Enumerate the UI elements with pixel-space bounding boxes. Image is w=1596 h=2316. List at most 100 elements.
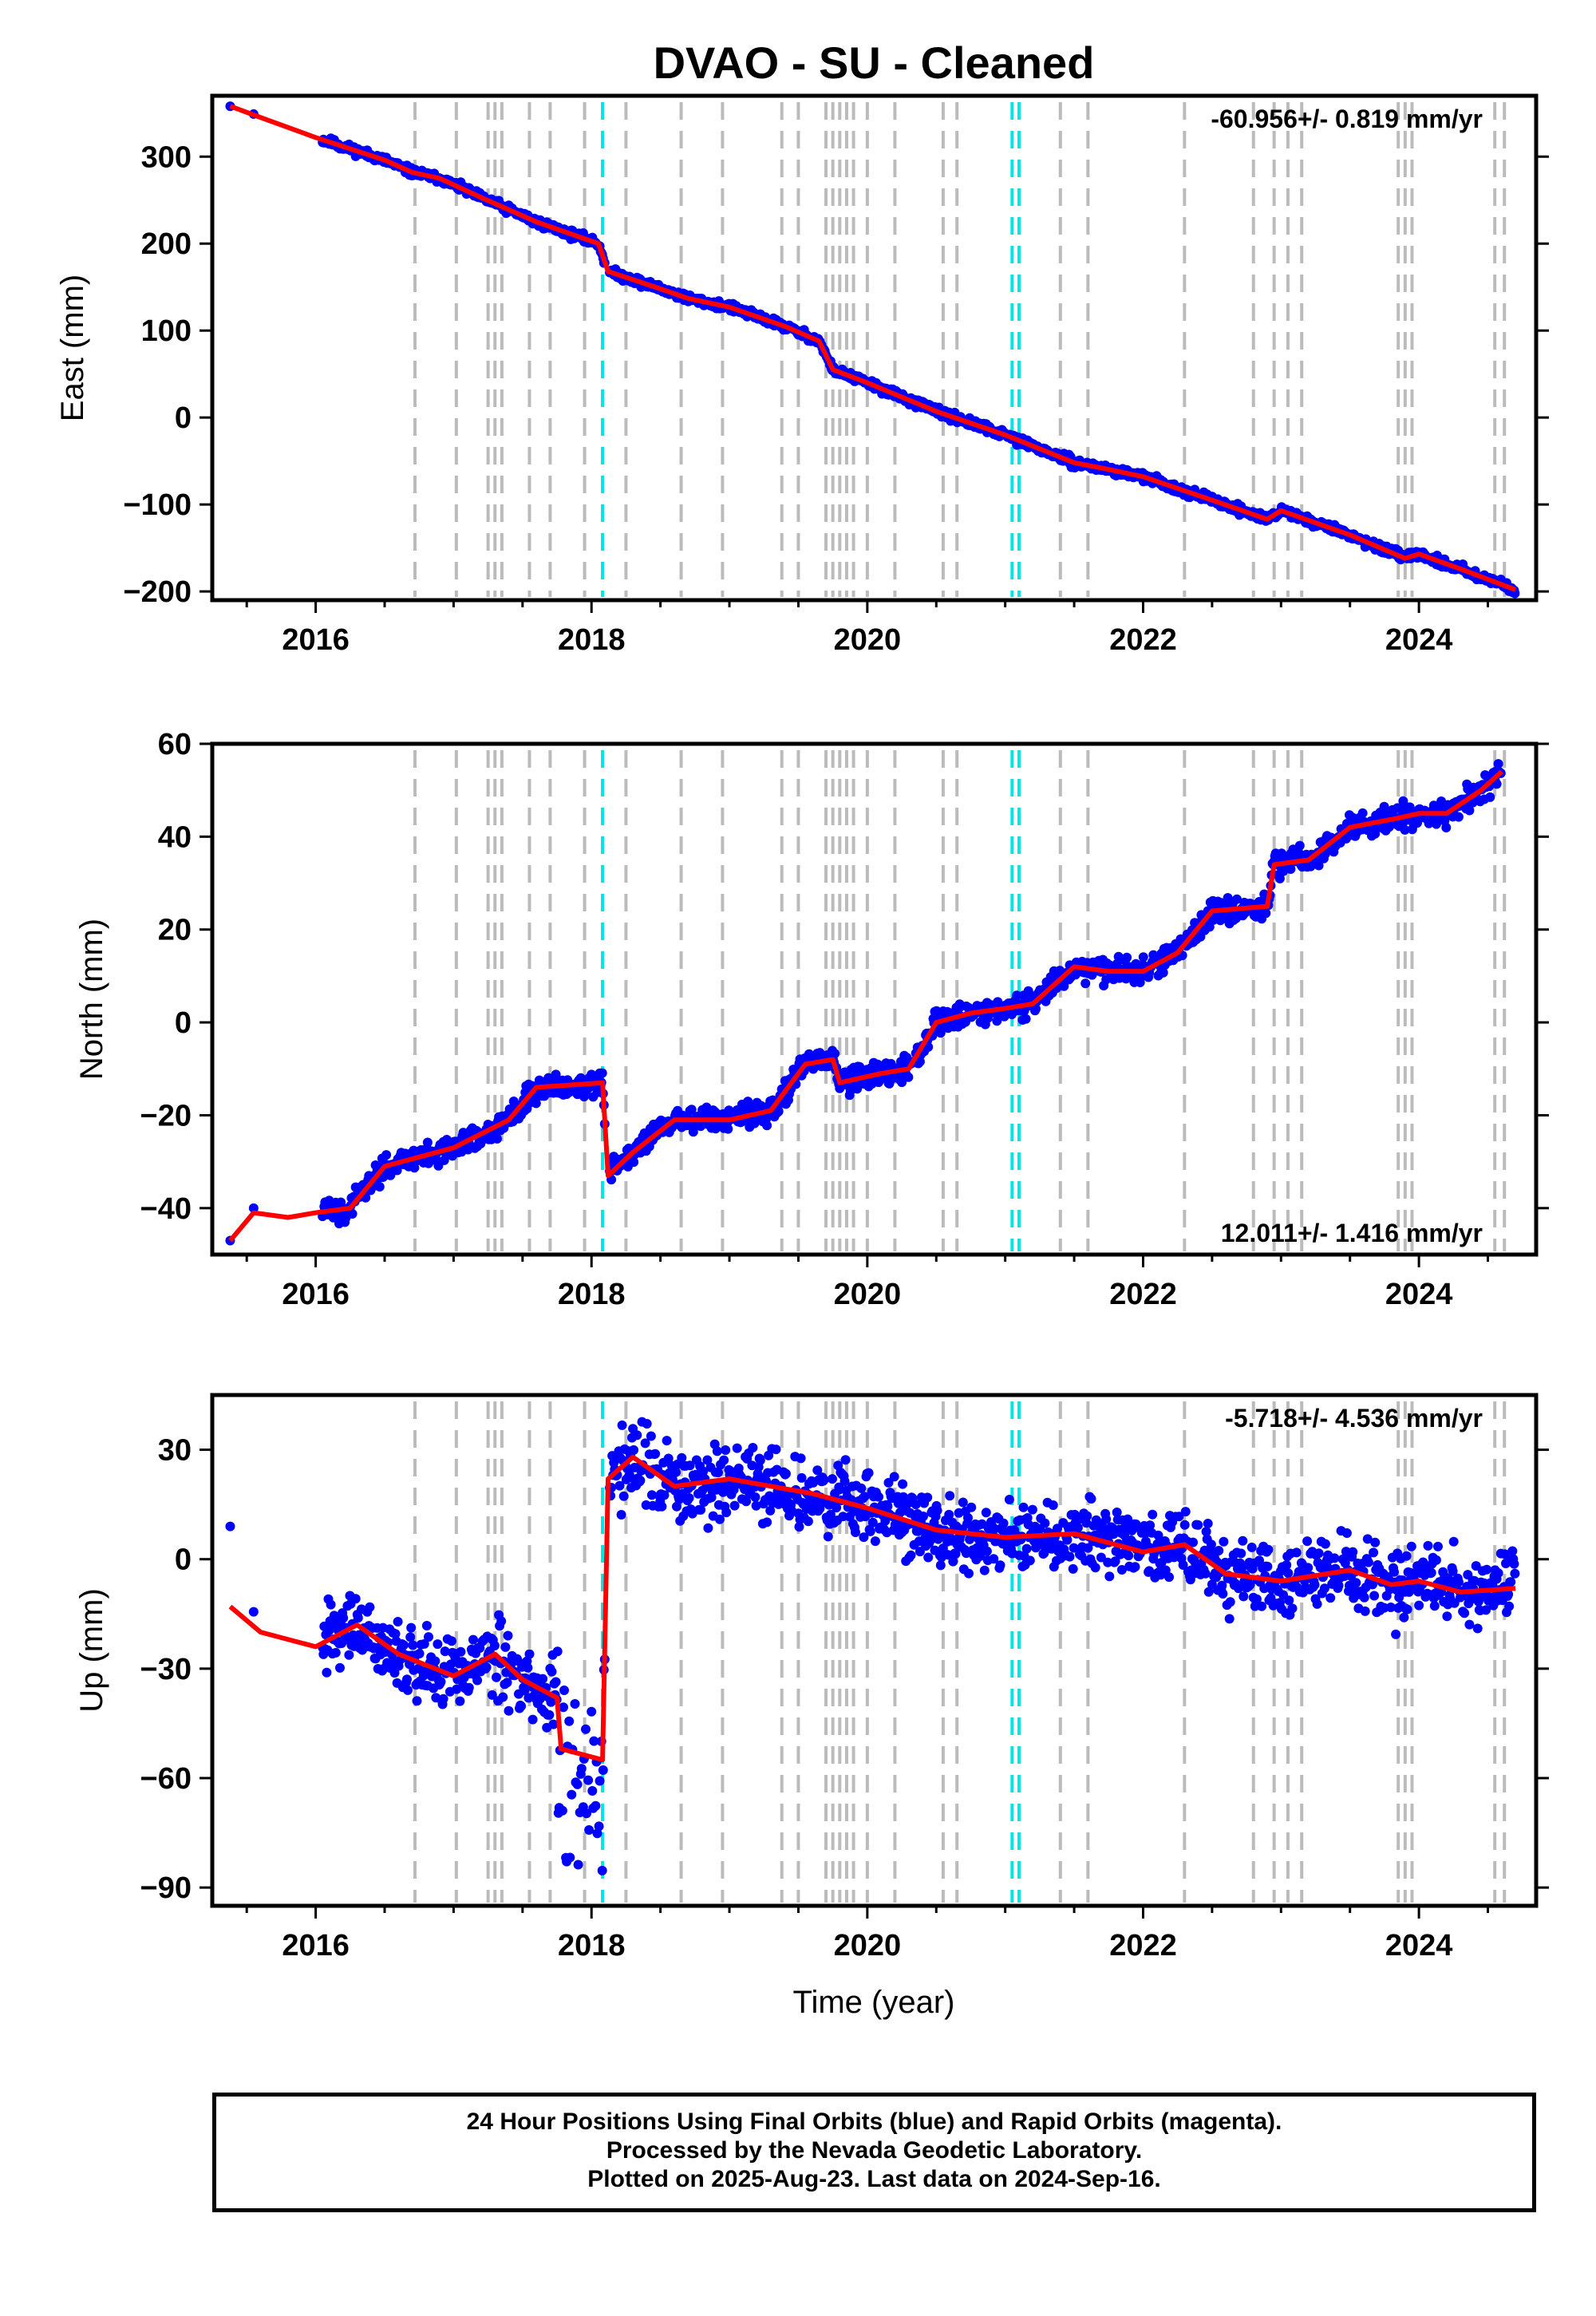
data-point — [713, 1468, 723, 1478]
data-point — [659, 1490, 670, 1500]
data-point — [1482, 1564, 1492, 1575]
chart-title: DVAO - SU - Cleaned — [654, 38, 1095, 88]
data-point — [803, 1516, 813, 1527]
data-point — [1503, 1589, 1514, 1599]
data-point — [1148, 1509, 1158, 1520]
data-point — [1481, 1605, 1491, 1615]
data-point — [780, 1468, 791, 1479]
data-point — [762, 1517, 772, 1528]
data-point — [589, 1736, 599, 1746]
data-point — [640, 1438, 650, 1448]
data-point — [1004, 1495, 1014, 1504]
data-point — [365, 1602, 375, 1612]
data-point — [1274, 873, 1285, 883]
data-point — [1012, 990, 1022, 1001]
data-point — [353, 1613, 363, 1623]
data-point — [1320, 1539, 1330, 1549]
data-point — [581, 1724, 591, 1734]
data-point — [1362, 1534, 1373, 1544]
data-point — [573, 1860, 583, 1870]
data-point — [1370, 1537, 1381, 1547]
data-point — [1031, 1004, 1041, 1014]
data-point — [1201, 1527, 1211, 1537]
data-point — [422, 1137, 433, 1148]
y-tick-label: 0 — [175, 401, 192, 435]
data-point — [468, 1634, 478, 1645]
rate-label: 12.011+/- 1.416 mm/yr — [1221, 1219, 1483, 1247]
data-point — [1232, 894, 1242, 904]
data-point — [702, 1455, 713, 1465]
data-point — [492, 1672, 501, 1682]
data-point — [832, 1503, 842, 1513]
data-point — [918, 1512, 928, 1521]
data-point — [344, 1650, 354, 1660]
data-point — [851, 1528, 860, 1537]
data-point — [819, 1475, 829, 1485]
data-point — [225, 1521, 235, 1531]
data-point — [719, 1455, 729, 1465]
data-point — [516, 1701, 527, 1711]
data-point — [582, 1808, 591, 1819]
data-point — [1441, 823, 1452, 832]
data-point — [1174, 1512, 1184, 1522]
data-point — [975, 1551, 986, 1561]
data-point — [998, 1518, 1009, 1528]
y-tick-label: 300 — [141, 140, 192, 174]
y-tick-label: 0 — [175, 1543, 192, 1577]
y-tick-label: 200 — [141, 227, 192, 261]
data-point — [1254, 1555, 1264, 1566]
data-point — [1164, 1572, 1174, 1583]
data-point — [1135, 978, 1145, 987]
data-point — [338, 1613, 349, 1623]
data-point — [330, 1647, 341, 1658]
data-point — [1179, 1520, 1190, 1530]
data-point — [1262, 1561, 1273, 1571]
data-point — [944, 1509, 954, 1520]
data-point — [617, 1420, 627, 1430]
data-point — [1357, 808, 1368, 818]
data-point — [595, 1776, 605, 1786]
data-point — [1312, 1599, 1322, 1609]
data-point — [729, 1500, 740, 1511]
up-panel: 2016 2018 2020 2022 2024 −90 −60 −30 0 30 Up (mm) -… — [74, 1393, 1549, 1962]
y-tick-label: −90 — [140, 1871, 192, 1905]
plot-frame — [210, 741, 1539, 1257]
x-tick-label: 2022 — [1109, 1929, 1177, 1962]
data-point — [685, 1460, 695, 1471]
data-point — [1453, 812, 1464, 822]
data-point — [1206, 1539, 1216, 1550]
data-point — [322, 1667, 332, 1678]
data-point — [464, 1682, 474, 1693]
data-point — [963, 1512, 973, 1523]
y-tick-label: −200 — [123, 575, 192, 609]
y-tick-label: 100 — [141, 314, 192, 348]
data-point — [1510, 1568, 1520, 1579]
data-point — [923, 1552, 934, 1563]
data-point — [830, 1049, 840, 1059]
data-point — [1360, 1606, 1370, 1616]
y-tick-label: 40 — [158, 820, 192, 854]
data-point — [1110, 1556, 1120, 1567]
data-point — [350, 1594, 361, 1604]
data-point — [1219, 1536, 1229, 1547]
data-point — [564, 1716, 575, 1726]
data-point — [1499, 1549, 1510, 1559]
data-point — [438, 1694, 448, 1704]
data-point — [1400, 824, 1410, 835]
data-point — [995, 1560, 1005, 1571]
data-point — [672, 1501, 681, 1512]
data-point — [1238, 1535, 1248, 1546]
data-points — [225, 1417, 1520, 1875]
data-point — [381, 1150, 392, 1160]
data-point — [1246, 1542, 1257, 1552]
data-point — [684, 1493, 694, 1503]
data-point — [547, 1666, 557, 1677]
data-point — [374, 1182, 385, 1192]
data-point — [794, 1522, 804, 1532]
data-point — [1068, 1563, 1078, 1574]
data-point — [496, 1616, 507, 1626]
data-point — [447, 1636, 456, 1646]
data-point — [614, 1480, 625, 1491]
data-point — [1294, 848, 1304, 859]
